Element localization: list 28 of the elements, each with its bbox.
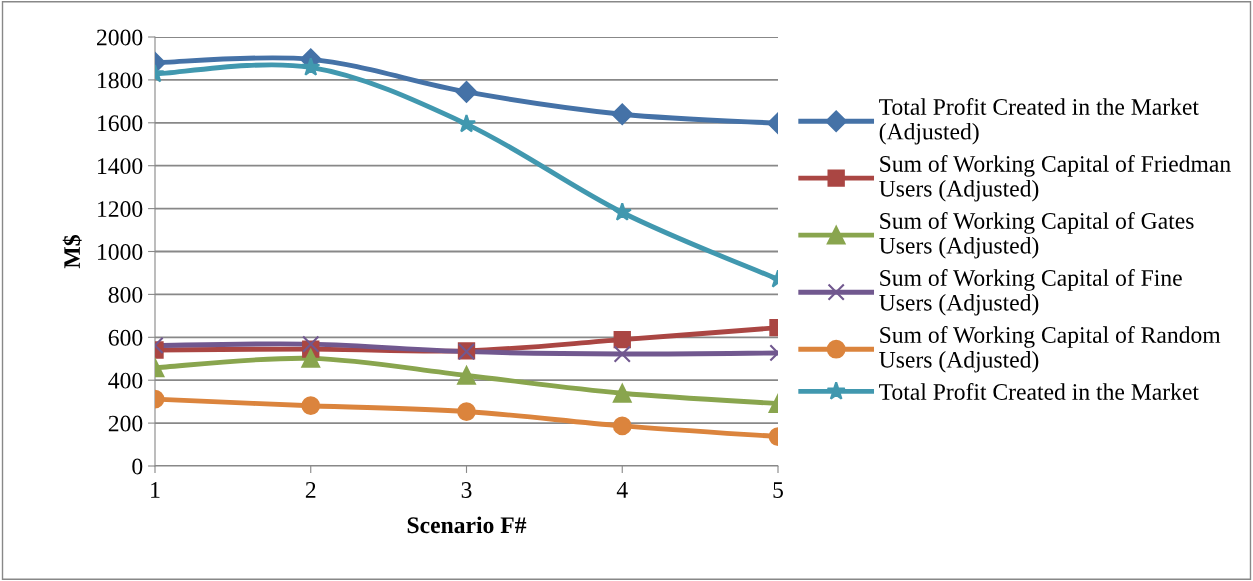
y-tick-label: 400 (108, 372, 143, 389)
y-tick-label: 2000 (97, 29, 143, 46)
y-tick-label: 600 (108, 329, 143, 346)
y-tick-label: 200 (108, 415, 143, 432)
legend-label: Total Profit Created in the Market (879, 383, 1199, 400)
x-tick-label: 4 (616, 482, 628, 498)
y-tick-label: 1200 (98, 201, 143, 218)
point (457, 402, 476, 421)
y-tick-label: 1800 (98, 72, 143, 89)
x-tick-label: 1 (151, 482, 160, 498)
legend-label: Total Profit Created in the Market (Adjusted) (879, 98, 1199, 145)
y-axis-title: M$ (62, 235, 82, 269)
point (457, 366, 476, 385)
point (455, 81, 478, 103)
y-tick-label: 1600 (98, 115, 143, 132)
x-tick-label: 2 (305, 482, 316, 498)
x-axis-title: Scenario F# (407, 516, 527, 534)
legend-label: Sum of Working Capital of Gates Users (Adjusted) (879, 212, 1194, 259)
x-tick-label: 5 (773, 482, 783, 498)
legend-label: Sum of Working Capital of Friedman Users (Adjusted) (879, 155, 1231, 202)
y-tick-label: 1400 (98, 158, 143, 175)
point (456, 114, 477, 133)
y-tick-label: 0 (132, 458, 143, 475)
y-tick-label: 800 (108, 286, 143, 303)
legend-label: Sum of Working Capital of Random Users (Adjusted) (879, 326, 1221, 373)
x-tick-label: 3 (461, 482, 472, 498)
y-tick-label: 1000 (98, 243, 143, 260)
legend-label: Sum of Working Capital of Fine Users (Adjusted) (879, 269, 1182, 316)
